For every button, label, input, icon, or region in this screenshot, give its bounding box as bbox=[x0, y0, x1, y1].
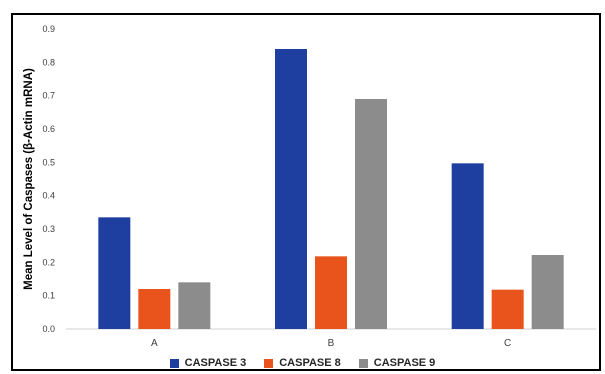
bar-caspase-9-c bbox=[531, 255, 564, 329]
y-axis-label: Mean Level of Caspases (β-Actin mRNA) bbox=[23, 68, 35, 290]
y-tick-label: 0.8 bbox=[42, 57, 55, 67]
legend-item: CASPASE 9 bbox=[358, 357, 436, 369]
y-tick-label: 0.2 bbox=[42, 257, 55, 267]
legend: CASPASE 3 CASPASE 8 CASPASE 9 bbox=[0, 357, 605, 369]
bars bbox=[98, 49, 564, 329]
y-tick-label: 0.3 bbox=[42, 224, 55, 234]
legend-swatch bbox=[169, 358, 179, 368]
bar-caspase-8-c bbox=[491, 289, 524, 329]
x-tick-label: A bbox=[151, 338, 158, 349]
y-tick-label: 0.7 bbox=[42, 91, 55, 101]
legend-label: CASPASE 9 bbox=[373, 357, 436, 369]
bar-caspase-9-a bbox=[178, 282, 211, 329]
bar-caspase-3-a bbox=[98, 217, 131, 329]
y-axis-ticks: 0.0 0.1 0.2 0.3 0.4 0.5 0.6 0.7 0.8 0.9 bbox=[42, 24, 55, 334]
legend-swatch bbox=[264, 358, 274, 368]
bar-caspase-8-a bbox=[138, 289, 171, 329]
x-axis-ticks: A B C bbox=[151, 338, 511, 349]
y-tick-label: 0.6 bbox=[42, 124, 55, 134]
bar-caspase-9-b bbox=[355, 99, 387, 329]
y-tick-label: 0.4 bbox=[42, 191, 55, 201]
y-tick-label: 0.5 bbox=[42, 157, 55, 167]
legend-label: CASPASE 8 bbox=[279, 357, 341, 369]
legend-item: CASPASE 8 bbox=[264, 357, 341, 369]
y-tick-label: 0.9 bbox=[42, 24, 55, 34]
bar-caspase-8-b bbox=[315, 256, 347, 329]
legend-item: CASPASE 3 bbox=[169, 357, 247, 369]
y-tick-label: 0.0 bbox=[42, 324, 55, 334]
y-tick-label: 0.1 bbox=[42, 291, 55, 301]
bar-caspase-3-b bbox=[275, 49, 307, 329]
legend-label: CASPASE 3 bbox=[184, 357, 247, 369]
x-tick-label: C bbox=[504, 338, 511, 349]
bar-caspase-3-c bbox=[451, 163, 484, 329]
legend-swatch bbox=[358, 358, 368, 368]
x-tick-label: B bbox=[328, 338, 335, 349]
